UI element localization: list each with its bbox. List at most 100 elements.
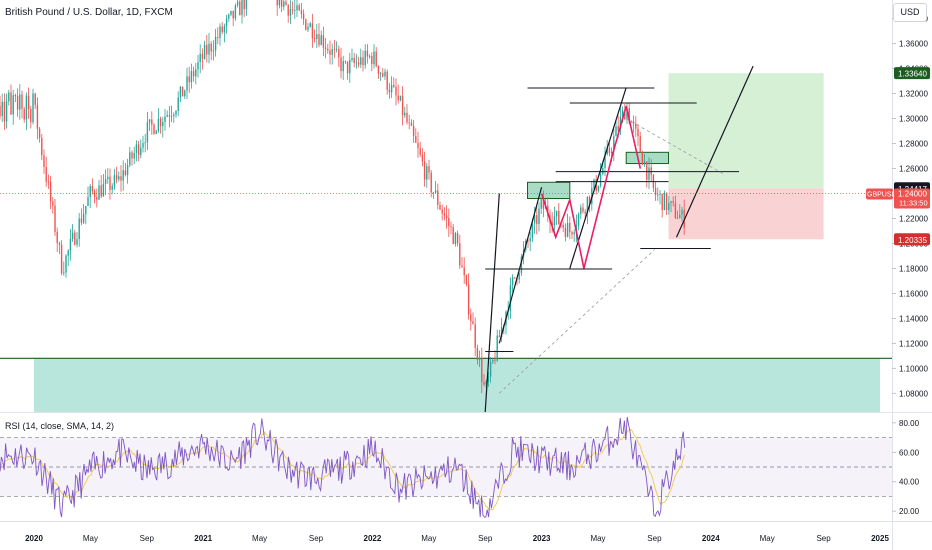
candle-body <box>408 122 410 124</box>
candle-body <box>564 227 567 237</box>
candle-body <box>287 5 289 16</box>
price-tick-label: 1.16000 <box>899 289 928 298</box>
candle-body <box>298 5 300 11</box>
candle-body <box>679 214 681 219</box>
candle-body <box>353 57 355 63</box>
candle-body <box>329 50 331 55</box>
rsi-tick-label: 40.00 <box>899 478 920 487</box>
candle-body <box>82 214 85 223</box>
current-price-tag: 1.24000 <box>898 190 927 199</box>
candle-body <box>615 126 617 137</box>
candle-body <box>19 94 21 110</box>
candle-body <box>280 0 283 7</box>
candle-body <box>511 277 514 286</box>
candle-body <box>135 144 138 153</box>
time-tick-label: May <box>590 534 605 543</box>
candle-body <box>432 192 435 194</box>
candle-body <box>195 69 197 77</box>
candle-body <box>386 71 388 90</box>
time-tick-label: 2023 <box>533 534 551 543</box>
stop-price-tag: 1.20335 <box>898 236 927 245</box>
candle-body <box>203 44 206 59</box>
candle-body <box>373 51 375 65</box>
candle-body <box>461 265 463 268</box>
candle-body <box>120 176 122 181</box>
candle-body <box>536 215 538 224</box>
candle-body <box>0 106 1 117</box>
time-tick-label: May <box>252 534 267 543</box>
candle-body <box>542 199 545 209</box>
price-tick-label: 1.30000 <box>899 115 928 124</box>
time-tick-label: 2024 <box>702 534 720 543</box>
candle-body <box>496 335 498 361</box>
candle-body <box>111 185 113 190</box>
candle-body <box>608 147 611 154</box>
candle-body <box>335 49 338 50</box>
candle-body <box>364 50 366 66</box>
candle-body <box>366 50 369 57</box>
candle-body <box>302 13 305 20</box>
currency-selector[interactable]: USD <box>893 3 927 22</box>
dashed-channel-lower <box>499 249 655 394</box>
candle-body <box>628 108 630 123</box>
candle-body <box>360 57 362 65</box>
candle-body <box>445 215 448 218</box>
candle-body <box>52 201 54 206</box>
candle-body <box>646 161 648 180</box>
candle-body <box>232 10 234 19</box>
candle-body <box>278 0 281 6</box>
candle-body <box>566 223 569 237</box>
candle-body <box>371 56 373 65</box>
candle-body <box>555 210 558 217</box>
price-tick-label: 1.32000 <box>899 90 928 99</box>
candle-body <box>294 10 296 11</box>
symbol-tag-bg <box>866 188 893 200</box>
candle-body <box>151 119 153 125</box>
candle-body <box>208 43 210 55</box>
candle-body <box>395 86 397 96</box>
candle-body <box>498 335 501 338</box>
candle-body <box>441 209 443 214</box>
candle-body <box>239 1 241 16</box>
candle-body <box>324 47 327 49</box>
candle-body <box>415 135 417 143</box>
candle-body <box>428 166 430 173</box>
candle-body <box>166 115 168 117</box>
candle-body <box>492 359 494 363</box>
candle-body <box>654 188 657 196</box>
candle-body <box>236 1 239 6</box>
candle-body <box>448 217 450 227</box>
trend-line-2 <box>569 87 627 269</box>
time-tick-label: 2021 <box>194 534 212 543</box>
candle-body <box>168 115 171 117</box>
supply-zone-3 <box>527 181 571 200</box>
candle-body <box>25 95 28 120</box>
candle-body <box>129 152 131 166</box>
candle-body <box>190 71 193 83</box>
stop-price-tag-bg <box>894 233 930 246</box>
candle-body <box>393 85 395 87</box>
candle-body <box>540 199 542 209</box>
candle-body <box>177 97 179 111</box>
candle-body <box>553 216 556 226</box>
candle-body <box>87 197 89 206</box>
current-price-tag-bg <box>894 188 930 209</box>
candle-body <box>648 167 650 180</box>
candle-body <box>67 250 69 256</box>
candle-body <box>27 95 30 109</box>
candle-body <box>454 233 457 244</box>
candle-body <box>604 154 606 168</box>
symbol-tag: GBPUSD <box>867 192 897 199</box>
candle-body <box>93 191 96 198</box>
candle-body <box>98 185 100 200</box>
price-tick-label: 1.26000 <box>899 165 928 174</box>
candle-body <box>474 324 476 348</box>
pattern-path <box>540 105 642 269</box>
time-tick-label: 2025 <box>871 534 889 543</box>
position-stop-zone-1 <box>668 188 824 240</box>
candle-body <box>558 210 560 224</box>
candle-body <box>452 227 454 244</box>
time-tick-label: Sep <box>140 534 155 543</box>
